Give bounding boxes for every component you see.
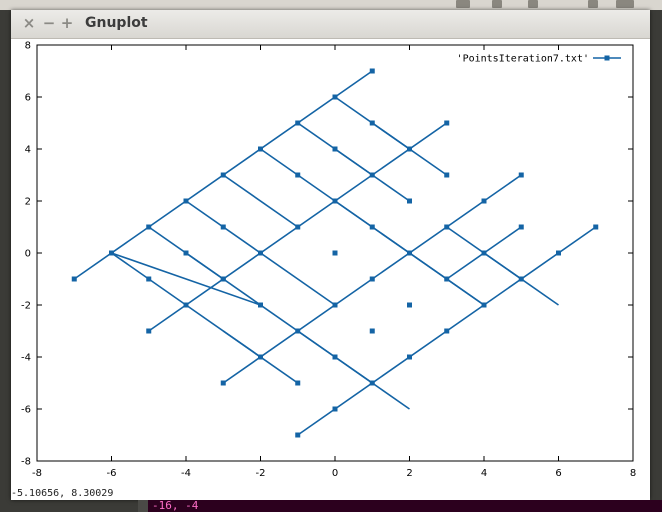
data-point	[183, 302, 189, 308]
data-point	[518, 224, 524, 230]
data-point	[295, 380, 301, 386]
x-tick-label: -2	[256, 468, 266, 479]
data-point	[258, 302, 263, 308]
x-tick-label: -8	[32, 468, 42, 479]
data-point	[332, 94, 338, 100]
terminal-text: -16, -4	[152, 499, 199, 512]
data-point	[220, 172, 226, 178]
data-point	[109, 250, 114, 256]
y-tick-label: -8	[21, 457, 31, 468]
plot-canvas[interactable]: -8 -6 -4 -2 0 2 4 6 8 -8 -6 -4 -2 0 2 4 6 8 'PointsIterat…	[11, 39, 650, 491]
data-point	[518, 276, 524, 282]
data-point	[71, 276, 77, 282]
maximize-icon[interactable]: +	[60, 14, 74, 32]
data-point	[369, 68, 375, 74]
y-tick-label: -6	[21, 405, 31, 416]
x-tick-label: 8	[630, 468, 636, 479]
legend-label: 'PointsIteration7.txt'	[457, 54, 589, 65]
terminal-background	[148, 500, 662, 512]
data-point	[146, 328, 152, 334]
series-line-segment	[111, 252, 261, 306]
series-markers	[71, 68, 599, 438]
y-tick-label: 6	[25, 93, 31, 104]
data-point	[369, 328, 375, 334]
data-point	[332, 354, 338, 360]
y-tick-label: 4	[25, 145, 31, 156]
y-tick-label: 0	[25, 249, 31, 260]
data-point	[444, 172, 450, 178]
x-tick-label: 2	[406, 468, 412, 479]
data-point	[481, 302, 487, 308]
legend: 'PointsIteration7.txt'	[457, 54, 621, 65]
data-point	[146, 276, 152, 282]
data-point	[369, 120, 375, 126]
data-point	[332, 406, 338, 412]
line-chart: -8 -6 -4 -2 0 2 4 6 8 -8 -6 -4 -2 0 2 4 6 8 'PointsIterat…	[21, 41, 636, 480]
panel-indicator-icon[interactable]	[492, 0, 502, 8]
data-point	[518, 172, 524, 178]
x-tick-label: 0	[332, 468, 338, 479]
data-point	[295, 120, 301, 126]
data-point	[332, 302, 338, 308]
cursor-coordinates: -5.10656, 8.30029	[11, 488, 114, 499]
panel-indicator-icon[interactable]	[616, 0, 634, 8]
y-tick-label: -2	[21, 301, 31, 312]
data-point	[369, 172, 375, 178]
data-point	[220, 380, 226, 386]
series-line-segment	[222, 174, 299, 228]
panel-indicator-icon[interactable]	[588, 0, 598, 8]
y-tick-label: 2	[25, 197, 31, 208]
data-point	[444, 328, 450, 334]
data-point	[295, 328, 301, 334]
data-point	[258, 354, 263, 360]
data-point	[407, 354, 412, 360]
minimize-icon[interactable]: −	[42, 14, 56, 32]
window-titlebar[interactable]: × − + Gnuplot	[11, 10, 650, 39]
data-point	[295, 224, 301, 230]
gnuplot-window: × − + Gnuplot -8 -6 -4 -2 0 2 4 6 8 -8 -6 -4 -2 0 2 4 6 8…	[11, 10, 650, 500]
data-point	[332, 250, 338, 256]
data-point	[556, 250, 561, 256]
data-point	[332, 146, 338, 152]
data-point	[481, 250, 487, 256]
desktop-top-panel	[0, 0, 662, 10]
x-tick-label: 4	[481, 468, 487, 479]
y-tick-label: -4	[21, 353, 31, 364]
data-point	[369, 380, 375, 386]
data-point	[332, 198, 338, 204]
panel-indicator-icon[interactable]	[528, 0, 538, 8]
panel-app-icon[interactable]	[456, 0, 470, 8]
data-point	[183, 198, 189, 204]
data-point	[444, 224, 450, 230]
data-point	[146, 224, 152, 230]
data-point	[295, 172, 301, 178]
data-point	[369, 224, 375, 230]
legend-marker	[604, 55, 610, 61]
data-point	[444, 276, 450, 282]
x-tick-label: 6	[555, 468, 561, 479]
axis-ticks: -8 -6 -4 -2 0 2 4 6 8 -8 -6 -4 -2 0 2 4 6 8	[21, 41, 636, 480]
data-point	[593, 224, 599, 230]
data-point	[369, 276, 375, 282]
close-icon[interactable]: ×	[22, 14, 36, 32]
data-point	[444, 120, 450, 126]
y-tick-label: 8	[25, 41, 31, 52]
data-point	[220, 224, 226, 230]
window-title: Gnuplot	[85, 15, 148, 31]
data-point	[407, 198, 412, 204]
data-point	[407, 146, 412, 152]
series-line-segment	[260, 252, 336, 306]
data-point	[407, 302, 412, 308]
x-tick-label: -6	[107, 468, 117, 479]
data-point	[481, 198, 487, 204]
data-point	[258, 146, 263, 152]
data-point	[258, 250, 263, 256]
x-tick-label: -4	[181, 468, 191, 479]
data-point	[407, 250, 412, 256]
data-point	[183, 250, 189, 256]
terminal-border	[138, 500, 148, 512]
data-point	[295, 432, 301, 438]
data-point	[220, 276, 226, 282]
